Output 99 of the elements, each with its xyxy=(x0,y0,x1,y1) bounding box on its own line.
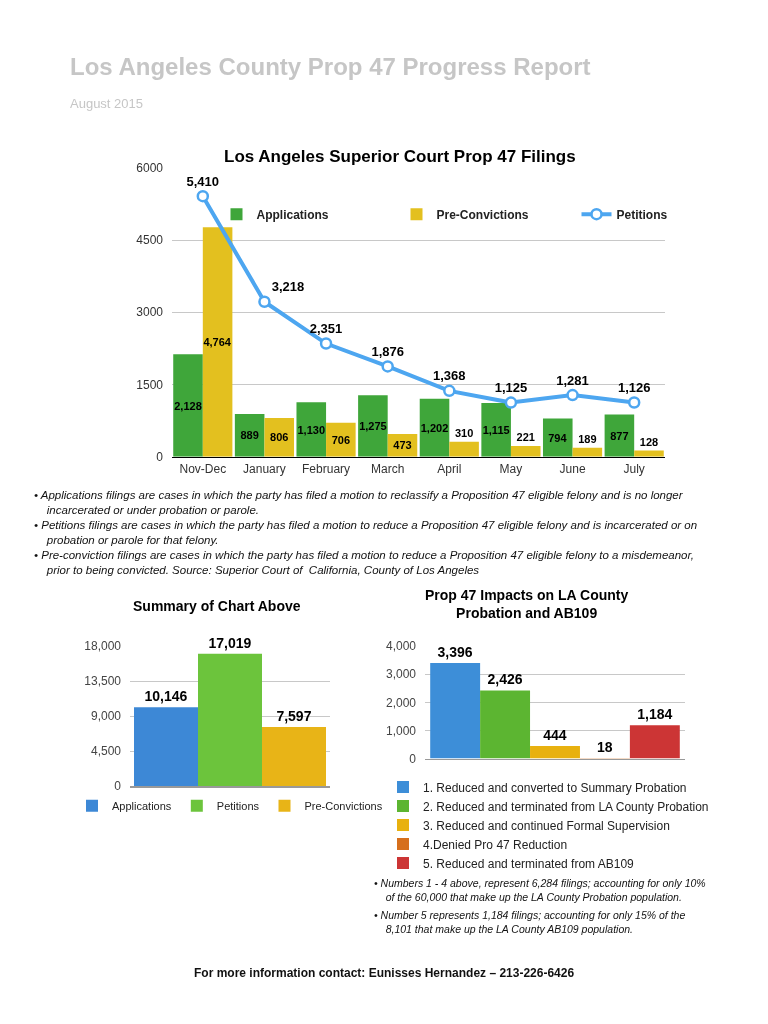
x-tick-label: May xyxy=(499,461,523,476)
text: • Applications filings are cases in which the party has filed a motion to reclassify a Proposition 47 eligible felony and is no longer incarcerated or under probation or parole. xyxy=(34,489,684,516)
y-tick-label: 6000 xyxy=(136,160,164,175)
text: August 2015 xyxy=(70,96,144,111)
legend-label: Petitions xyxy=(216,799,260,812)
y-tick-label: 13,500 xyxy=(84,674,122,689)
data-label: 1,125 xyxy=(494,380,528,396)
y-tick-label: 4500 xyxy=(136,233,164,248)
data-label: 17,019 xyxy=(208,634,252,651)
data-label: 3,396 xyxy=(437,644,473,661)
chart-title: Summary of Chart Above xyxy=(133,598,301,614)
y-tick-label: 0 xyxy=(114,779,122,794)
text: • Pre-conviction filings are cases in which the party has filed a motion to reduce a Proposition 47 eligible felony to a misdemeanor, prior to being convicted. Source: Superior Court of California, County of Los Angeles xyxy=(34,549,694,576)
data-label: 1,368 xyxy=(433,368,466,384)
legend-label: 1. Reduced and converted to Summary Probation xyxy=(423,780,687,795)
point xyxy=(504,396,518,409)
y-tick-label: 0 xyxy=(409,751,417,766)
bar xyxy=(262,727,326,787)
y-tick-label: 3,000 xyxy=(385,667,417,682)
chart-title: Los Angeles Superior Court Prop 47 Filings xyxy=(224,147,576,166)
data-label: 128 xyxy=(639,435,659,448)
data-label: 444 xyxy=(543,727,567,744)
bar xyxy=(358,395,388,457)
bar xyxy=(510,446,541,457)
legend-label: Applications xyxy=(256,207,329,222)
x-tick-label: July xyxy=(623,461,645,476)
data-label: 1,126 xyxy=(617,380,651,396)
data-label: 1,281 xyxy=(556,372,589,388)
y-tick-label: 18,000 xyxy=(84,639,122,654)
bar xyxy=(449,441,479,457)
point xyxy=(319,337,333,350)
x-tick-label: April xyxy=(437,461,462,476)
x-tick-label: June xyxy=(559,461,586,476)
text: For more information contact: Eunisses Hernandez – 213-226-6426 xyxy=(194,966,575,980)
legend-label: 2. Reduced and terminated from LA County Probation xyxy=(423,799,709,814)
bar xyxy=(530,746,580,759)
bar xyxy=(430,663,481,759)
point xyxy=(627,396,641,409)
bar xyxy=(173,354,203,457)
data-label: 189 xyxy=(578,432,597,445)
text: • Petitions filings are cases in which the party has filed a motion to reduce a Proposition 47 eligible felony and is incarcerated or on probation or parole for that felony. xyxy=(34,519,698,546)
y-tick-label: 9,000 xyxy=(90,709,122,724)
bar xyxy=(198,653,262,787)
data-label: 2,128 xyxy=(174,399,202,412)
legend-label: 5. Reduced and terminated from AB109 xyxy=(423,856,635,871)
y-tick-label: 4,000 xyxy=(385,639,417,654)
x-tick-label: March xyxy=(371,461,405,476)
data-label: 7,597 xyxy=(276,708,312,725)
data-label: 889 xyxy=(240,429,259,442)
y-tick-label: 2,000 xyxy=(385,695,417,710)
data-label: 1,202 xyxy=(420,421,449,434)
data-label: 221 xyxy=(516,431,535,444)
point xyxy=(196,189,210,203)
legend-label: Applications xyxy=(112,799,172,812)
bar xyxy=(202,227,233,457)
legend-label: Petitions xyxy=(616,207,668,222)
legend-label: 3. Reduced and continued Formal Supervision xyxy=(423,818,670,833)
chart-title: Prop 47 Impacts on LA County Probation and AB109 xyxy=(425,587,629,622)
data-label: 806 xyxy=(270,431,289,444)
data-label: 18 xyxy=(597,739,613,756)
legend-label: 4.Denied Pro 47 Reduction xyxy=(423,837,568,852)
x-tick-label: February xyxy=(302,461,351,476)
bar xyxy=(134,707,198,787)
bar xyxy=(480,690,531,759)
bar xyxy=(481,403,511,457)
data-label: 10,146 xyxy=(144,688,188,705)
y-tick-label: 0 xyxy=(156,449,164,464)
point xyxy=(258,295,271,309)
data-label: 794 xyxy=(548,431,568,444)
data-label: 310 xyxy=(454,426,474,439)
x-tick-label: Nov-Dec xyxy=(179,461,227,476)
bar xyxy=(296,402,327,457)
point xyxy=(381,360,394,373)
point xyxy=(566,388,579,402)
y-tick-label: 1,000 xyxy=(385,723,417,738)
point xyxy=(443,384,456,398)
data-label: 1,130 xyxy=(297,423,326,436)
data-label: 1,115 xyxy=(482,423,510,436)
x-tick-label: January xyxy=(243,461,286,476)
y-tick-label: 1500 xyxy=(136,377,164,392)
data-label: 877 xyxy=(610,429,629,442)
data-label: 2,351 xyxy=(309,321,343,337)
data-label: 1,876 xyxy=(371,343,404,359)
data-label: 5,410 xyxy=(186,173,220,189)
legend-label: Pre-Convictions xyxy=(304,799,383,812)
y-tick-label: 4,500 xyxy=(90,744,122,759)
data-label: 4,764 xyxy=(203,336,232,349)
data-label: 2,426 xyxy=(487,671,523,688)
text: • Number 5 represents 1,184 filings; accounting for only 15% of the 8,101 that make up the LA County AB109 population. xyxy=(374,909,686,935)
data-label: 706 xyxy=(331,433,351,446)
data-label: 1,275 xyxy=(359,420,387,433)
data-label: 473 xyxy=(393,439,412,452)
y-tick-label: 3000 xyxy=(136,305,164,320)
bar xyxy=(629,725,680,759)
data-label: 3,218 xyxy=(271,279,305,295)
legend-label: Pre-Convictions xyxy=(436,207,529,222)
text: Los Angeles County Prop 47 Progress Report xyxy=(70,53,591,80)
text: • Numbers 1 - 4 above, represent 6,284 filings; accounting for only 10% of the 60,000 that make up the LA County Probation population. xyxy=(374,877,706,903)
data-label: 1,184 xyxy=(637,706,673,723)
